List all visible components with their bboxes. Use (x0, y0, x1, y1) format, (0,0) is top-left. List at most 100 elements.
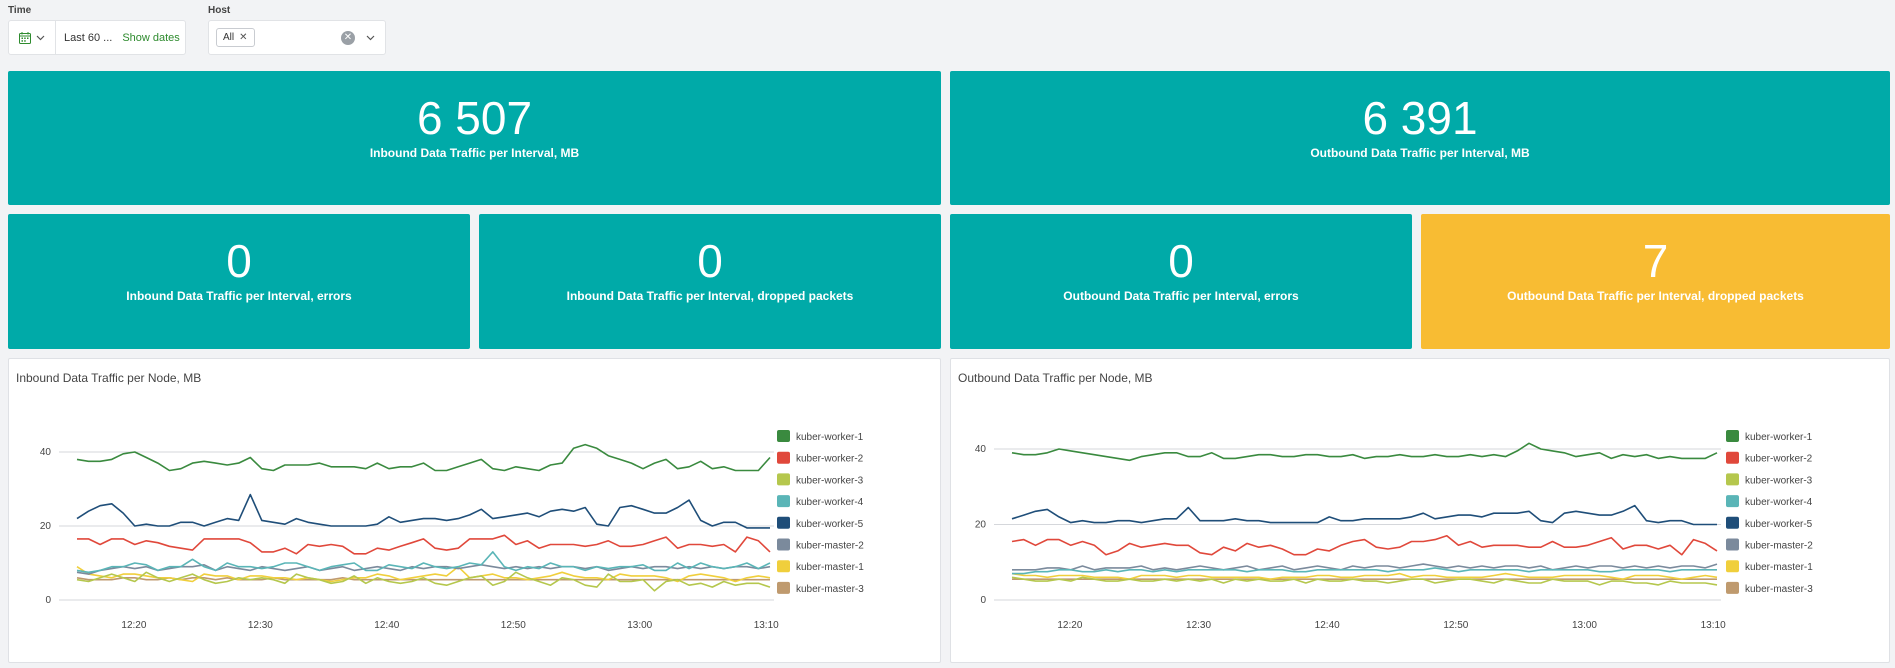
legend-label[interactable]: kuber-worker-2 (796, 454, 864, 465)
x-tick-label: 12:50 (1443, 620, 1468, 631)
x-tick-label: 13:00 (627, 620, 652, 631)
host-chip-label: All (223, 32, 235, 43)
kpi-outbound-errors[interactable]: 0 Outbound Data Traffic per Interval, er… (950, 214, 1412, 349)
kpi-label: Outbound Data Traffic per Interval, drop… (1507, 289, 1804, 303)
series-line-kuber-worker-2[interactable] (1011, 535, 1718, 556)
legend-label[interactable]: kuber-worker-5 (1745, 519, 1813, 530)
series-line-kuber-master-1[interactable] (1011, 572, 1718, 580)
legend-swatch[interactable] (1726, 516, 1739, 529)
legend-swatch[interactable] (777, 581, 790, 594)
legend-swatch[interactable] (1726, 451, 1739, 464)
chevron-down-icon (36, 35, 45, 40)
kpi-value: 0 (226, 235, 252, 287)
time-filter-label: Time (8, 5, 32, 16)
y-tick-label: 40 (40, 447, 52, 458)
outbound-line-chart: 0 20 40 12:20 12:30 12:40 12:50 13:00 13:10 kuber… (975, 430, 1813, 631)
kpi-value: 6 391 (1362, 92, 1478, 144)
x-tick-label: 12:20 (1057, 620, 1082, 631)
kpi-label: Outbound Data Traffic per Interval, MB (1310, 146, 1530, 160)
legend-swatch[interactable] (1726, 495, 1739, 508)
legend-swatch[interactable] (1726, 473, 1739, 486)
chevron-down-icon[interactable] (366, 35, 375, 41)
series-line-kuber-master-2[interactable] (1012, 563, 1718, 571)
series-line-kuber-worker-5[interactable] (76, 493, 770, 529)
kpi-inbound-dropped[interactable]: 0 Inbound Data Traffic per Interval, dro… (479, 214, 941, 349)
y-tick-label: 0 (45, 595, 51, 606)
legend-swatch[interactable] (1726, 538, 1739, 551)
legend-label[interactable]: kuber-worker-3 (796, 475, 864, 486)
x-tick-label: 12:40 (374, 620, 399, 631)
kpi-outbound-dropped[interactable]: 7 Outbound Data Traffic per Interval, dr… (1421, 214, 1890, 349)
time-filter: Last 60 ... Show dates (8, 20, 186, 55)
x-tick-label: 12:50 (501, 620, 526, 631)
legend-swatch[interactable] (1726, 430, 1739, 442)
chip-remove-icon[interactable]: ✕ (239, 32, 248, 43)
legend-label[interactable]: kuber-master-1 (796, 562, 864, 573)
legend-label[interactable]: kuber-master-2 (796, 541, 864, 552)
legend-label[interactable]: kuber-master-1 (1745, 562, 1813, 573)
calendar-button[interactable] (9, 21, 56, 54)
series-line-kuber-worker-3[interactable] (1011, 576, 1718, 586)
show-dates-link[interactable]: Show dates (122, 31, 180, 44)
legend-swatch[interactable] (777, 495, 790, 508)
kpi-label: Inbound Data Traffic per Interval, error… (126, 289, 352, 303)
kpi-inbound-mb[interactable]: 6 507 Inbound Data Traffic per Interval,… (8, 71, 941, 205)
chart-title: Outbound Data Traffic per Node, MB (958, 371, 1153, 385)
legend-swatch[interactable] (777, 473, 790, 486)
y-tick-label: 20 (40, 521, 52, 532)
kpi-inbound-errors[interactable]: 0 Inbound Data Traffic per Interval, err… (8, 214, 470, 349)
legend-label[interactable]: kuber-worker-3 (1745, 475, 1813, 486)
legend-label[interactable]: kuber-master-3 (796, 584, 864, 595)
legend-label[interactable]: kuber-worker-1 (796, 432, 864, 443)
x-tick-label: 13:10 (1701, 620, 1726, 631)
legend-swatch[interactable] (1726, 560, 1739, 573)
host-filter-label: Host (208, 5, 231, 16)
series-line-kuber-worker-3[interactable] (76, 571, 771, 592)
legend-swatch[interactable] (777, 560, 790, 573)
kpi-value: 0 (697, 235, 723, 287)
legend-swatch[interactable] (777, 538, 790, 551)
kpi-value: 0 (1168, 235, 1194, 287)
legend-label[interactable]: kuber-worker-4 (796, 497, 864, 508)
legend-label[interactable]: kuber-worker-5 (796, 519, 864, 530)
y-tick-label: 20 (975, 520, 987, 531)
x-tick-label: 12:30 (1186, 620, 1211, 631)
inbound-line-chart: 0 20 40 12:20 12:30 12:40 12:50 13:00 13:10 kuber… (40, 430, 864, 631)
outbound-chart-panel: Outbound Data Traffic per Node, MB 0 20 40… (950, 358, 1890, 663)
series-line-kuber-worker-2[interactable] (77, 534, 771, 555)
kpi-value: 7 (1642, 235, 1669, 287)
kpi-label: Inbound Data Traffic per Interval, dropp… (566, 289, 854, 303)
series-line-kuber-worker-1[interactable] (76, 443, 771, 472)
series-line-kuber-worker-4[interactable] (76, 551, 771, 574)
legend-swatch[interactable] (777, 451, 790, 464)
series-line-kuber-master-3[interactable] (76, 577, 770, 581)
x-tick-label: 13:10 (754, 620, 779, 631)
series-line-kuber-worker-1[interactable] (1011, 442, 1718, 462)
clear-icon[interactable]: ✕ (341, 31, 355, 45)
legend-swatch[interactable] (777, 430, 790, 442)
time-range-value[interactable]: Last 60 ... (64, 31, 113, 44)
series-line-kuber-worker-5[interactable] (1011, 504, 1717, 526)
legend-label[interactable]: kuber-master-2 (1745, 541, 1813, 552)
legend-label[interactable]: kuber-master-3 (1745, 584, 1813, 595)
x-tick-label: 12:20 (121, 620, 146, 631)
kpi-value: 6 507 (416, 92, 533, 144)
series-line-kuber-master-1[interactable] (76, 565, 771, 583)
legend-swatch[interactable] (777, 516, 790, 529)
series-line-kuber-master-2[interactable] (76, 564, 771, 575)
legend-label[interactable]: kuber-worker-4 (1745, 497, 1813, 508)
calendar-icon (19, 31, 31, 44)
series-line-kuber-worker-4[interactable] (1012, 567, 1717, 575)
kpi-label: Outbound Data Traffic per Interval, erro… (1063, 289, 1299, 303)
y-tick-label: 0 (980, 595, 986, 606)
legend-label[interactable]: kuber-worker-2 (1745, 454, 1813, 465)
legend-swatch[interactable] (1726, 581, 1739, 594)
inbound-chart-panel: Inbound Data Traffic per Node, MB 0 20 40 1… (8, 358, 941, 663)
legend-label[interactable]: kuber-worker-1 (1745, 432, 1813, 443)
kpi-outbound-mb[interactable]: 6 391 Outbound Data Traffic per Interval… (950, 71, 1890, 205)
x-tick-label: 12:30 (248, 620, 273, 631)
y-tick-label: 40 (975, 444, 987, 455)
host-filter[interactable]: All ✕ ✕ (208, 20, 386, 55)
x-tick-label: 12:40 (1315, 620, 1340, 631)
chart-title: Inbound Data Traffic per Node, MB (16, 371, 202, 385)
